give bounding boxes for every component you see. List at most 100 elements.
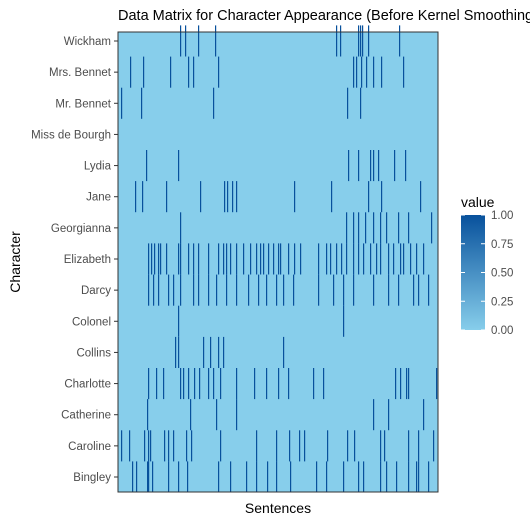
heatmap-cell bbox=[398, 275, 399, 306]
heatmap-cell bbox=[188, 57, 189, 88]
heatmap-cell bbox=[381, 181, 382, 212]
heatmap-cell bbox=[143, 57, 144, 88]
heatmap-cell bbox=[142, 181, 143, 212]
heatmap-cell bbox=[406, 368, 407, 399]
heatmap-cell bbox=[373, 150, 374, 181]
heatmap-cell bbox=[156, 368, 157, 399]
heatmap-cell bbox=[405, 150, 406, 181]
heatmap-cell bbox=[186, 430, 187, 461]
heatmap-cell bbox=[213, 88, 214, 119]
heatmap-cell bbox=[218, 461, 219, 492]
heatmap-cell bbox=[395, 368, 396, 399]
heatmap-cell bbox=[153, 275, 154, 306]
heatmap-cell bbox=[408, 430, 409, 461]
heatmap-cell bbox=[224, 181, 225, 212]
y-tick-label: Miss de Bourgh bbox=[31, 129, 111, 141]
heatmap-cell bbox=[323, 368, 324, 399]
colorbar-tick-label: 0.00 bbox=[491, 325, 513, 337]
heatmap-cell bbox=[163, 368, 164, 399]
heatmap-cell bbox=[363, 243, 364, 274]
heatmap-cell bbox=[396, 461, 397, 492]
heatmap-cell bbox=[341, 243, 342, 274]
y-tick-label: Jane bbox=[86, 192, 111, 204]
heatmap-cell bbox=[152, 461, 153, 492]
heatmap-cell bbox=[250, 243, 251, 274]
heatmap-cell bbox=[399, 25, 400, 56]
heatmap-cell bbox=[358, 212, 359, 243]
heatmap-cell bbox=[366, 57, 367, 88]
heatmap-cell bbox=[347, 430, 348, 461]
heatmap-cell bbox=[398, 212, 399, 243]
heatmap-cell bbox=[299, 430, 300, 461]
heatmap-cell bbox=[258, 275, 259, 306]
heatmap-cell bbox=[327, 430, 328, 461]
heatmap-cell bbox=[386, 461, 387, 492]
heatmap-cell bbox=[200, 181, 201, 212]
heatmap-cell bbox=[226, 243, 227, 274]
heatmap-cell bbox=[166, 243, 167, 274]
heatmap-cell bbox=[246, 461, 247, 492]
heatmap-cell bbox=[368, 181, 369, 212]
heatmap-cell bbox=[268, 243, 269, 274]
heatmap-cell bbox=[220, 368, 221, 399]
y-axis: BingleyCarolineCatherineCharlotteCollins… bbox=[31, 36, 118, 484]
heatmap-cell bbox=[168, 430, 169, 461]
heatmap-cell bbox=[220, 430, 221, 461]
y-tick-label: Bingley bbox=[73, 472, 111, 484]
heatmap-cell bbox=[318, 275, 319, 306]
heatmap-cell bbox=[203, 337, 204, 368]
colorbar-tick-label: 0.50 bbox=[491, 268, 513, 280]
heatmap-cell bbox=[213, 368, 214, 399]
heatmap-cell bbox=[193, 275, 194, 306]
heatmap-cell bbox=[227, 181, 228, 212]
y-tick-label: Caroline bbox=[68, 441, 111, 453]
heatmap-cell bbox=[280, 243, 281, 274]
heatmap-cell bbox=[154, 243, 155, 274]
heatmap-cell bbox=[408, 212, 409, 243]
heatmap-cell bbox=[226, 275, 227, 306]
heatmap-cell bbox=[343, 461, 344, 492]
heatmap-cell bbox=[358, 150, 359, 181]
heatmap-cell bbox=[208, 368, 209, 399]
heatmap-cell bbox=[180, 243, 181, 274]
heatmap-cell bbox=[168, 275, 169, 306]
heatmap-cell bbox=[223, 337, 224, 368]
heatmap-cell bbox=[185, 25, 186, 56]
heatmap-cell bbox=[283, 337, 284, 368]
heatmap-cell bbox=[178, 150, 179, 181]
heatmap-cell bbox=[160, 243, 161, 274]
heatmap-cell bbox=[218, 57, 219, 88]
heatmap-cell bbox=[173, 430, 174, 461]
heatmap-cell bbox=[360, 25, 361, 56]
heatmap-cell bbox=[410, 243, 411, 274]
heatmap-cell bbox=[333, 275, 334, 306]
heatmap-cell bbox=[360, 88, 361, 119]
y-tick-label: Mr. Bennet bbox=[55, 98, 111, 110]
heatmap-cell bbox=[418, 430, 419, 461]
heatmap-cell bbox=[278, 243, 279, 274]
heatmap-cell bbox=[180, 275, 181, 306]
heatmap-cell bbox=[293, 275, 294, 306]
heatmap-cell bbox=[148, 275, 149, 306]
heatmap-cell bbox=[230, 461, 231, 492]
heatmap-cell bbox=[380, 430, 381, 461]
heatmap-cell bbox=[353, 212, 354, 243]
heatmap-cell bbox=[188, 243, 189, 274]
heatmap-cell bbox=[304, 430, 305, 461]
heatmap-cell bbox=[168, 461, 169, 492]
heatmap-cell bbox=[178, 461, 179, 492]
heatmap-cell bbox=[400, 368, 401, 399]
y-tick-label: Darcy bbox=[81, 285, 111, 297]
heatmap-cell bbox=[373, 275, 374, 306]
heatmap-cell bbox=[278, 368, 279, 399]
heatmap-cell bbox=[248, 275, 249, 306]
heatmap-cell bbox=[331, 181, 332, 212]
heatmap-cell bbox=[336, 25, 337, 56]
heatmap-cell bbox=[198, 25, 199, 56]
heatmap-cell bbox=[403, 57, 404, 88]
heatmap-cell bbox=[147, 399, 148, 430]
colorbar-tick-label: 0.75 bbox=[491, 239, 513, 251]
heatmap-cell bbox=[428, 275, 429, 306]
heatmap-cell bbox=[236, 243, 237, 274]
heatmap-cell bbox=[236, 399, 237, 430]
